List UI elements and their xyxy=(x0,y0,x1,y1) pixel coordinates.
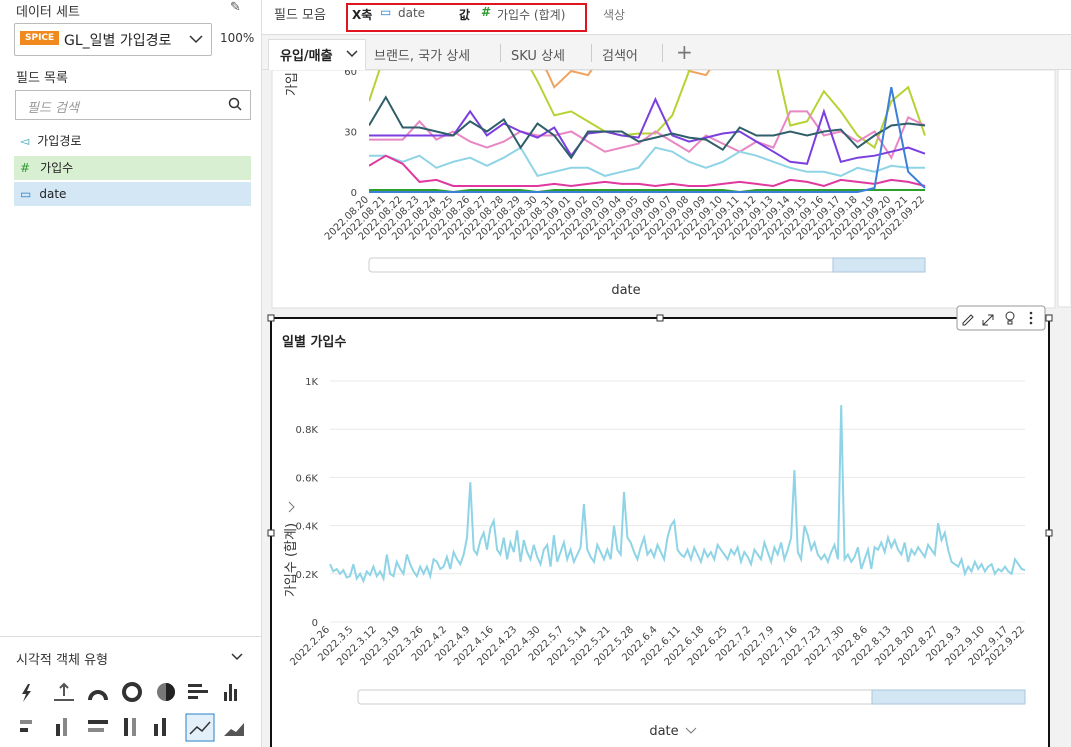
tab-separator xyxy=(662,44,663,62)
field-item[interactable]: # 가입수 xyxy=(14,156,251,180)
y-tick-label: 0.8K xyxy=(296,425,319,436)
field-list-label: 필드 목록 xyxy=(16,71,68,86)
color-label[interactable]: 색상 xyxy=(603,8,626,22)
visual-types-label: 시각적 객체 유형 xyxy=(16,653,108,668)
tab-separator xyxy=(500,44,501,62)
divider xyxy=(0,636,261,637)
date-icon: ▭ xyxy=(380,5,392,19)
card-toolbar[interactable] xyxy=(956,305,1046,331)
tab[interactable]: 브랜드, 국가 상세 xyxy=(374,49,471,64)
y-axis-title: 가입 xyxy=(285,72,300,96)
line-series xyxy=(369,154,926,188)
y-tick-label: 0.2K xyxy=(296,570,319,581)
field-name: date xyxy=(39,187,67,201)
x-axis-title: date xyxy=(611,283,640,298)
field-item[interactable]: ◅ 가입경로 xyxy=(20,134,82,148)
tab[interactable]: 검색어 xyxy=(602,49,638,64)
y-tick-label: 60 xyxy=(344,67,357,78)
chart-title: 일별 가입수 xyxy=(282,334,346,350)
line-series xyxy=(369,146,925,178)
line-series xyxy=(369,70,926,150)
dataset-label: 데이터 세트 xyxy=(16,5,80,20)
y-tick-label: 1K xyxy=(305,377,318,388)
dataset-name: GL_일별 가입경로 xyxy=(64,33,172,49)
value-field[interactable]: 가입수 (합계) xyxy=(497,8,566,22)
field-item[interactable]: ▭ date xyxy=(14,182,251,206)
chevron xyxy=(189,35,203,44)
y-tick-label: 0.6K xyxy=(296,473,319,484)
tab[interactable]: 유입/매출 xyxy=(280,49,333,64)
line-series xyxy=(369,95,926,160)
add-tab[interactable]: + xyxy=(676,40,693,64)
highlight-box xyxy=(346,3,587,32)
y-tick-label: 0 xyxy=(312,618,318,629)
y-tick-label: 0.4K xyxy=(296,522,319,533)
plot xyxy=(369,70,926,194)
chevron[interactable] xyxy=(231,653,243,661)
plot xyxy=(329,405,1026,584)
field-wells-label: 필드 모음 xyxy=(274,8,326,23)
expand-chevron[interactable] xyxy=(288,501,295,513)
x-axis-title: date xyxy=(649,724,678,739)
y-tick-label: 30 xyxy=(344,128,357,139)
sidebar: 데이터 세트 ✎ SPICE GL_일별 가입경로 100% 필드 목록 필드 … xyxy=(0,0,262,747)
measure-icon: # xyxy=(481,5,492,19)
x-field-chevron[interactable] xyxy=(685,727,697,734)
spice-badge: SPICE xyxy=(20,31,60,45)
tab-separator xyxy=(591,44,592,62)
chevron[interactable] xyxy=(346,50,358,58)
value-label: 값 xyxy=(459,8,471,22)
visual-type-icons[interactable] xyxy=(18,680,250,742)
line-series xyxy=(369,87,926,193)
edit-icon[interactable]: ✎ xyxy=(230,0,241,15)
field-name: 가입수 xyxy=(40,161,74,175)
search-placeholder: 필드 검색 xyxy=(27,101,79,116)
field-name: 가입경로 xyxy=(37,134,82,148)
selected-card[interactable] xyxy=(270,317,1050,747)
line-series xyxy=(329,405,1026,584)
dataset-select[interactable]: SPICE GL_일별 가입경로 xyxy=(14,23,212,56)
x-axis-field[interactable]: date xyxy=(398,6,426,20)
scrollbars[interactable] xyxy=(357,257,1026,705)
line-series xyxy=(369,96,926,165)
x-axis-label: X축 xyxy=(352,8,373,22)
field-wells: 필드 모음 X축 ▭ date 값 # 가입수 (합계) 색상 xyxy=(262,0,1071,35)
tab[interactable]: SKU 상세 xyxy=(511,49,565,64)
search-icon xyxy=(228,97,242,111)
field-search[interactable]: 필드 검색 xyxy=(15,90,251,120)
sheet-tabs: 유입/매출 브랜드, 국가 상세 SKU 상세 검색어 + xyxy=(262,36,1071,70)
zoom: 100% xyxy=(220,31,255,45)
side-card xyxy=(1057,36,1071,308)
y-tick-label: 0 xyxy=(351,188,357,199)
resize-handles[interactable] xyxy=(267,314,1053,537)
y-axis-title: 가입수 (합계) xyxy=(284,523,299,597)
